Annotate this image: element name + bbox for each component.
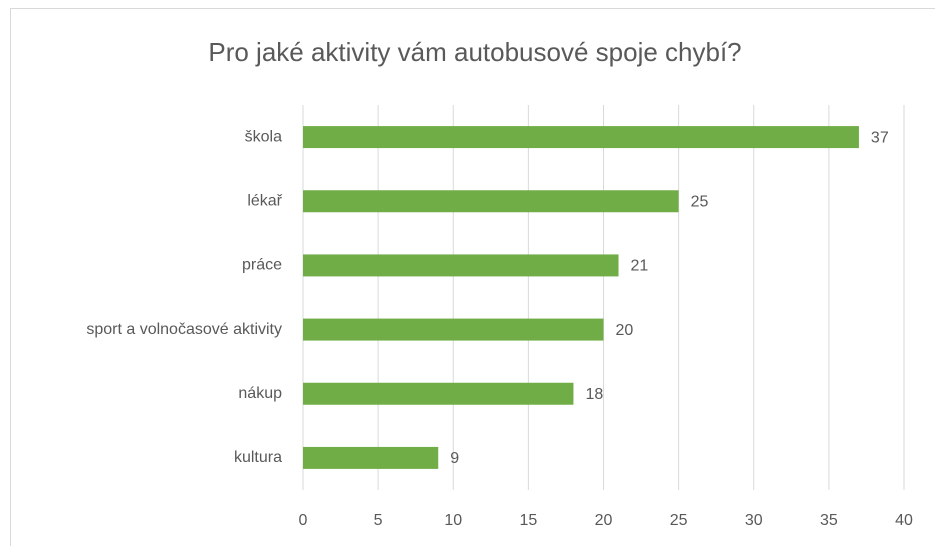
data-label: 25 <box>691 193 709 210</box>
y-tick-label: škola <box>245 128 282 145</box>
x-tick-label: 25 <box>670 512 688 529</box>
chart-title: Pro jaké aktivity vám autobusové spoje c… <box>208 37 741 67</box>
x-tick-label: 40 <box>895 512 913 529</box>
x-tick-label: 5 <box>374 512 383 529</box>
y-tick-label: práce <box>242 257 282 274</box>
y-tick-label: kultura <box>234 449 282 466</box>
chart-border <box>10 8 935 546</box>
bar <box>303 190 679 213</box>
bar <box>303 126 859 149</box>
bar <box>303 254 619 277</box>
x-tick-label: 10 <box>444 512 462 529</box>
bar <box>303 446 439 469</box>
bar <box>303 382 574 405</box>
x-tick-label: 0 <box>299 512 308 529</box>
bar <box>303 318 604 341</box>
data-label: 18 <box>585 386 603 403</box>
x-tick-label: 15 <box>519 512 537 529</box>
data-label: 9 <box>450 450 459 467</box>
data-label: 21 <box>631 258 649 275</box>
x-tick-label: 35 <box>820 512 838 529</box>
data-label: 20 <box>616 322 634 339</box>
y-tick-label: lékař <box>247 192 282 209</box>
data-label: 37 <box>871 129 889 146</box>
x-tick-label: 20 <box>595 512 613 529</box>
y-tick-label: nákup <box>238 385 282 402</box>
x-tick-label: 30 <box>745 512 763 529</box>
y-tick-label: sport a volnočasové aktivity <box>86 321 282 338</box>
